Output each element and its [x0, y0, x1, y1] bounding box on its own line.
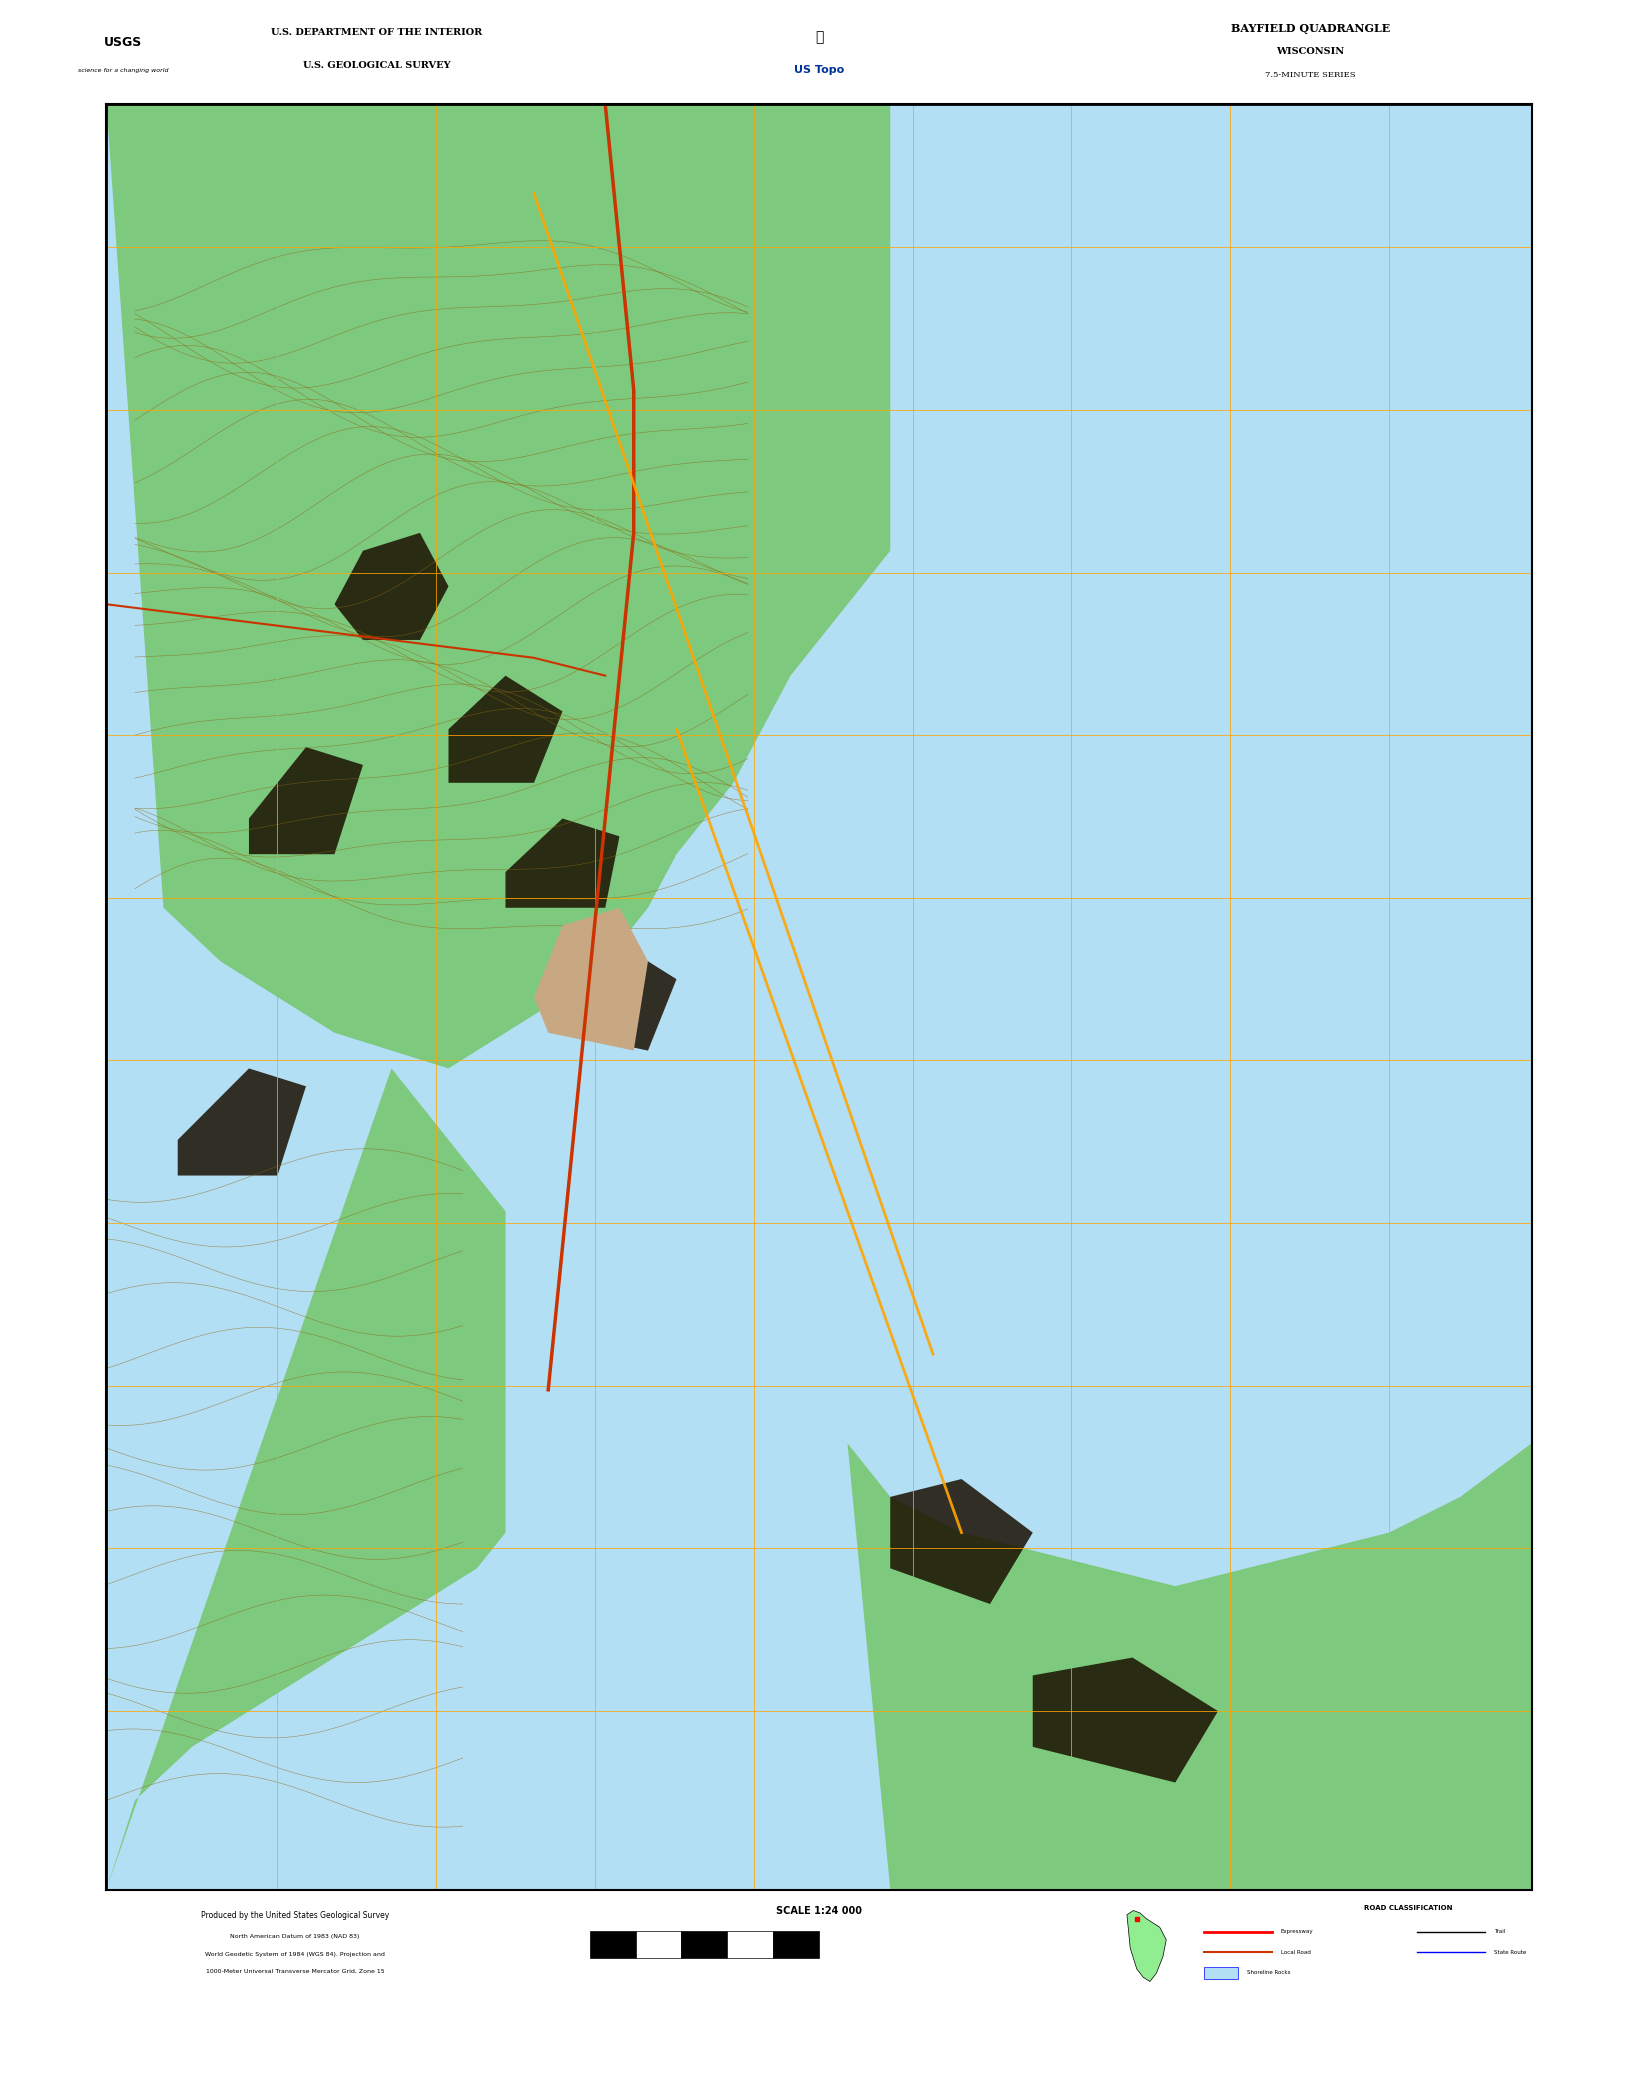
Polygon shape — [179, 1069, 306, 1176]
Bar — [727, 1931, 773, 1959]
Polygon shape — [534, 908, 649, 1050]
Polygon shape — [891, 1478, 1034, 1604]
Text: USGS: USGS — [103, 35, 143, 48]
Polygon shape — [249, 748, 364, 854]
Polygon shape — [106, 1069, 506, 1890]
Text: BAYFIELD QUADRANGLE: BAYFIELD QUADRANGLE — [1230, 23, 1391, 33]
Text: Local Road: Local Road — [1281, 1950, 1310, 1954]
Text: State Route: State Route — [1494, 1950, 1527, 1954]
Text: Produced by the United States Geological Survey: Produced by the United States Geological… — [201, 1911, 388, 1921]
Polygon shape — [106, 104, 1532, 1890]
Polygon shape — [334, 532, 449, 641]
Text: World Geodetic System of 1984 (WGS 84). Projection and: World Geodetic System of 1984 (WGS 84). … — [205, 1952, 385, 1956]
Text: Shoreline Rocks: Shoreline Rocks — [1247, 1971, 1291, 1975]
Text: 🗺: 🗺 — [814, 31, 824, 44]
Polygon shape — [106, 104, 891, 1069]
Polygon shape — [1127, 1911, 1166, 1982]
Text: science for a changing world: science for a changing world — [77, 69, 169, 73]
Text: U.S. GEOLOGICAL SURVEY: U.S. GEOLOGICAL SURVEY — [303, 61, 450, 71]
Bar — [636, 1931, 681, 1959]
Polygon shape — [449, 677, 562, 783]
Bar — [681, 1931, 727, 1959]
Polygon shape — [506, 818, 619, 908]
Text: 1000-Meter Universal Transverse Mercator Grid, Zone 15: 1000-Meter Universal Transverse Mercator… — [205, 1969, 385, 1973]
Text: U.S. DEPARTMENT OF THE INTERIOR: U.S. DEPARTMENT OF THE INTERIOR — [272, 29, 482, 38]
Text: WISCONSIN: WISCONSIN — [1276, 48, 1345, 56]
Polygon shape — [562, 944, 676, 1050]
Polygon shape — [1034, 1658, 1219, 1783]
Bar — [590, 1931, 636, 1959]
Bar — [773, 1931, 819, 1959]
Text: Trail: Trail — [1494, 1929, 1505, 1933]
Text: Expressway: Expressway — [1281, 1929, 1314, 1933]
Text: US Topo: US Topo — [794, 65, 844, 75]
Polygon shape — [847, 1443, 1532, 1890]
Text: SCALE 1:24 000: SCALE 1:24 000 — [776, 1906, 862, 1915]
Text: 7.5-MINUTE SERIES: 7.5-MINUTE SERIES — [1265, 71, 1356, 79]
Text: ROAD CLASSIFICATION: ROAD CLASSIFICATION — [1364, 1904, 1453, 1911]
Text: North American Datum of 1983 (NAD 83): North American Datum of 1983 (NAD 83) — [231, 1933, 359, 1940]
Bar — [1204, 1967, 1238, 1979]
